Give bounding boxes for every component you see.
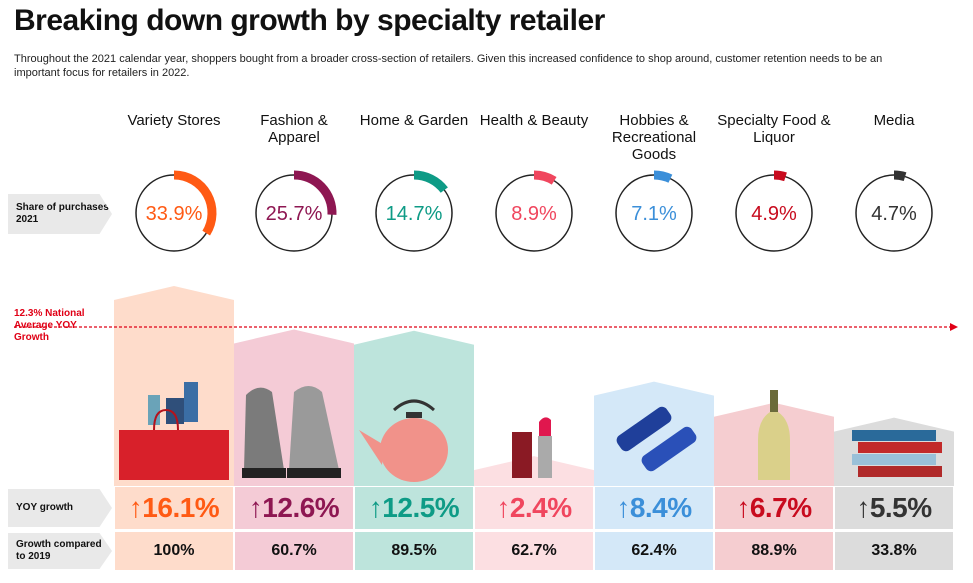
share-label-1: 25.7%: [266, 203, 323, 225]
category-header-6: Media: [873, 112, 915, 129]
national-average-arrow: [950, 323, 958, 331]
growth-2019-cell-6: 33.8%: [835, 532, 953, 570]
share-arc-6: [893, 170, 907, 181]
share-arc-3: [533, 170, 557, 185]
share-arc-0: [173, 170, 217, 236]
shopping-bag-icon: [119, 382, 229, 480]
yoy-growth-cell-4: ↑8.4%: [595, 487, 713, 529]
growth-2019-cell-0: 100%: [115, 532, 233, 570]
growth-2019-cell-3: 62.7%: [475, 532, 593, 570]
share-label-5: 4.9%: [751, 203, 797, 225]
yoy-growth-cell-0: ↑16.1%: [115, 487, 233, 529]
books-icon: [852, 430, 942, 477]
category-header-0: Variety Stores: [127, 112, 221, 129]
sneakers-icon: [242, 386, 341, 478]
share-arc-1: [293, 170, 337, 215]
category-header-5: Specialty Food & Liquor: [717, 112, 831, 146]
growth-2019-cell-2: 89.5%: [355, 532, 473, 570]
category-header-3: Health & Beauty: [479, 112, 589, 129]
growth-2019-cell-1: 60.7%: [235, 532, 353, 570]
share-arc-2: [413, 170, 448, 194]
kettle-icon: [359, 399, 448, 482]
row-label-growth2019: Growth compared to 2019: [8, 533, 112, 569]
share-label-3: 8.9%: [511, 203, 557, 225]
growth-2019-cell-5: 88.9%: [715, 532, 833, 570]
lipstick-icon: [512, 417, 552, 478]
page-subtitle: Throughout the 2021 calendar year, shopp…: [14, 53, 883, 79]
category-header-1: Fashion & Apparel: [260, 112, 328, 146]
share-arc-4: [653, 170, 673, 183]
national-average-label: 12.3% National Average YOY Growth: [14, 308, 85, 343]
yoy-growth-cell-2: ↑12.5%: [355, 487, 473, 529]
category-header-2: Home & Garden: [359, 112, 469, 129]
share-arc-5: [773, 170, 787, 182]
yoy-growth-cell-1: ↑12.6%: [235, 487, 353, 529]
yoy-growth-cell-5: ↑6.7%: [715, 487, 833, 529]
share-label-0: 33.9%: [146, 203, 203, 225]
dumbbells-icon: [616, 406, 697, 472]
growth-2019-cell-4: 62.4%: [595, 532, 713, 570]
wine-bottle-icon: [758, 390, 790, 480]
bar-4: [594, 381, 714, 486]
category-header-4: Hobbies & Recreational Goods: [611, 112, 697, 163]
page-title: Breaking down growth by specialty retail…: [14, 4, 605, 37]
yoy-growth-cell-6: ↑5.5%: [835, 487, 953, 529]
bar-3: [474, 456, 594, 486]
share-label-4: 7.1%: [631, 203, 677, 225]
yoy-growth-cell-3: ↑2.4%: [475, 487, 593, 529]
share-label-6: 4.7%: [871, 203, 917, 225]
share-label-2: 14.7%: [386, 203, 443, 225]
row-label-yoy: YOY growth: [8, 489, 112, 527]
row-label-share: Share of purchases 2021: [8, 194, 112, 234]
